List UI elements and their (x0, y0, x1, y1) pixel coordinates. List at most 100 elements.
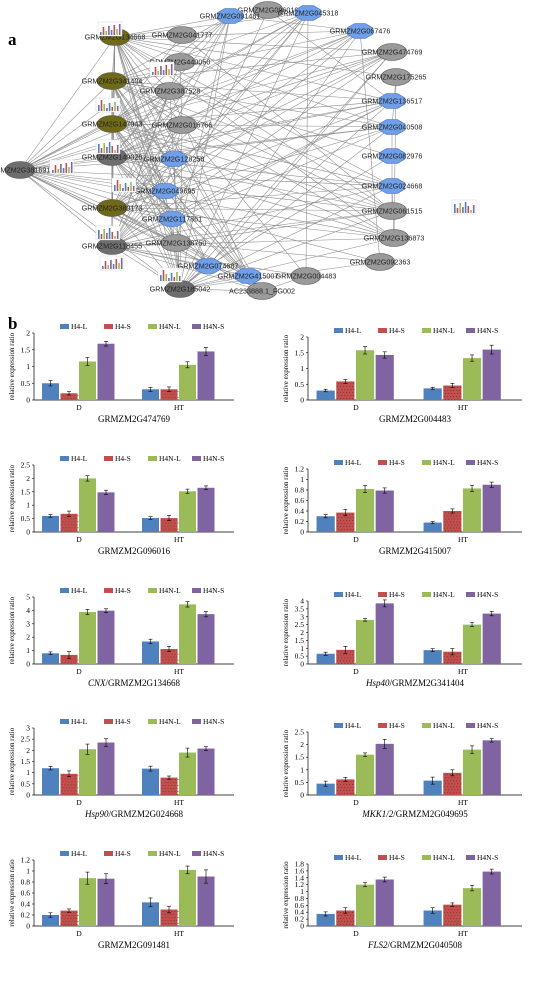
y-tick-label: 0 (26, 396, 30, 405)
y-tick-label: 1.2 (295, 465, 305, 474)
y-tick-label: 2 (300, 333, 304, 342)
x-tick-label: HT (458, 929, 468, 938)
network-node-label: AC233888.1_FG002 (229, 287, 295, 296)
y-tick-label: 1 (300, 765, 304, 774)
network-node: GRMZM2G096016 (238, 1, 298, 19)
network-edge (111, 80, 249, 277)
gene-caption: GRMZM2G004483 (379, 414, 452, 424)
bar (42, 915, 59, 926)
y-axis-label: relative expression ratio (8, 464, 16, 532)
bar (355, 619, 375, 664)
y-tick-label: 2.5 (295, 620, 305, 629)
chart-legend: H4-L H4-S H4N-L H4N-S (334, 326, 498, 335)
x-tick-label: D (353, 535, 359, 544)
network-edge (111, 245, 249, 277)
bar (482, 740, 501, 795)
y-tick-label: 2 (300, 628, 304, 637)
y-tick-label: 2.5 (295, 728, 305, 737)
y-tick-label: 1 (300, 364, 304, 373)
legend-swatch (378, 723, 387, 728)
legend-swatch (422, 855, 431, 860)
network-node-label: GRMZM2G389173 (82, 204, 143, 213)
legend-label: H4-L (345, 590, 362, 599)
legend-swatch (60, 456, 69, 461)
bar-chart: H4-L H4-S H4N-L H4N-S 0 0.5 1 1.5 2 relative expr… (8, 322, 234, 424)
x-tick-label: HT (458, 535, 468, 544)
network-node-label: GRMZM2G041777 (152, 31, 213, 40)
thumbnail-bar-plot (95, 97, 121, 113)
legend-label: H4-L (345, 458, 362, 467)
network-edge (111, 12, 309, 247)
bar (142, 641, 159, 664)
y-tick-label: 0.6 (295, 496, 305, 505)
y-tick-label: 1.4 (295, 873, 305, 882)
legend-label: H4-L (71, 586, 88, 595)
y-tick-label: 0.2 (295, 517, 305, 526)
legend-swatch (148, 588, 157, 593)
network-edge (111, 12, 309, 82)
y-tick-label: 3 (300, 612, 304, 621)
network-node-label: GRMZM2G138750 (146, 239, 207, 248)
network-edge (175, 15, 231, 244)
chart-legend: H4-L H4-S H4N-L H4N-S (60, 322, 224, 331)
network-edge (267, 9, 393, 102)
y-tick-label: 0.5 (21, 514, 31, 523)
y-tick-label: 0.2 (295, 915, 305, 924)
bar (60, 910, 78, 926)
legend-label: H4-L (71, 717, 88, 726)
network-edge (111, 123, 166, 192)
thumbnail-bar-plot (95, 139, 121, 155)
gene-caption: CNX/GRMZM2G134668 (88, 678, 181, 688)
bar (336, 779, 355, 795)
network-edge (111, 30, 361, 209)
x-tick-label: D (353, 667, 359, 676)
network-node-label: GRMZM2G118455 (82, 242, 142, 251)
network-edge (179, 124, 183, 290)
network-node-label: GRMZM2G185042 (150, 285, 211, 294)
y-tick-label: 0.4 (295, 908, 305, 917)
bar (423, 780, 442, 795)
network-edge (111, 124, 183, 209)
network-node-label: GRMZM2G092363 (350, 258, 411, 267)
network-edge (175, 242, 381, 263)
legend-swatch (466, 460, 475, 465)
x-tick-label: HT (174, 403, 184, 412)
network-edge (111, 237, 395, 247)
network-node-label: GRMZM2G415007 (218, 272, 279, 281)
network-node: GRMZM2G147943 (82, 115, 142, 133)
network-edge (111, 245, 263, 292)
bar (197, 876, 215, 926)
bar (423, 388, 442, 400)
thumbnail-bar-plot (97, 21, 123, 37)
y-tick-label: 1.6 (295, 866, 305, 875)
network-edge (111, 15, 231, 82)
bar (443, 511, 462, 532)
bar-chart: H4-L H4-S H4N-L H4N-S00.20.40.60.811.21.41.… (282, 853, 522, 950)
legend-label: H4N-S (203, 322, 224, 331)
bar (423, 650, 442, 664)
bar (197, 748, 215, 795)
network-node: GRMZM2G049695 (135, 183, 195, 199)
network-node-label: GRMZM2G045318 (278, 9, 339, 18)
legend-label: H4N-S (203, 717, 224, 726)
y-tick-label: 0 (26, 528, 30, 537)
x-tick-label: HT (174, 667, 184, 676)
network-edge (111, 126, 393, 247)
network-edge (171, 100, 393, 220)
y-tick-label: 0.8 (21, 878, 31, 887)
bar (42, 768, 59, 795)
y-tick-label: 2 (26, 329, 30, 338)
y-tick-label: 1 (26, 867, 30, 876)
legend-label: H4-L (345, 853, 362, 862)
y-tick-label: 1 (26, 362, 30, 371)
y-tick-label: 1.5 (21, 345, 31, 354)
bar (179, 604, 196, 664)
network-edge (19, 169, 393, 212)
legend-swatch (466, 723, 475, 728)
legend-swatch (60, 588, 69, 593)
y-tick-label: 1.5 (295, 636, 305, 645)
legend-label: H4N-L (159, 586, 181, 595)
y-tick-label: 0.4 (21, 900, 31, 909)
x-tick-label: HT (174, 929, 184, 938)
